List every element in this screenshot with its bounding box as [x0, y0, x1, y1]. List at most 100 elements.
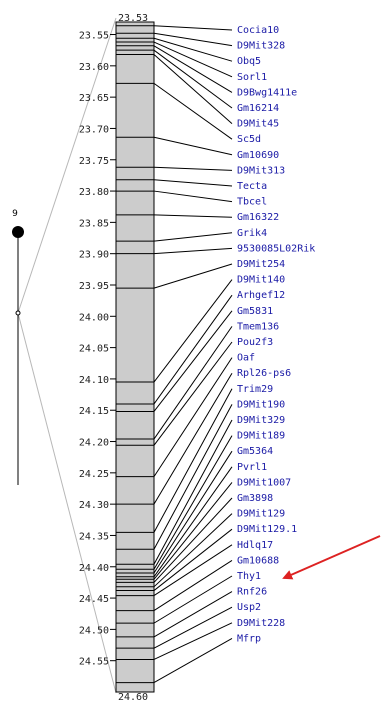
- gene-label[interactable]: D9Mit329: [237, 415, 285, 426]
- gene-label[interactable]: Gm10688: [237, 555, 279, 566]
- gene-label[interactable]: Sorl1: [237, 72, 267, 83]
- gene-connector: [153, 497, 233, 583]
- gene-connector: [153, 637, 233, 684]
- zoom-line-top: [17, 17, 117, 314]
- gene-connector: [153, 357, 233, 477]
- gene-connector: [153, 591, 233, 638]
- gene-connectors: [153, 25, 233, 684]
- gene-label[interactable]: Gm3898: [237, 493, 273, 504]
- gene-connector: [153, 372, 233, 505]
- gene-connector: [153, 41, 233, 78]
- gene-label[interactable]: Arhgef12: [237, 290, 285, 301]
- gene-label[interactable]: Hdlq17: [237, 540, 273, 551]
- gene-label[interactable]: D9Mit189: [237, 431, 285, 442]
- tick-label: 24.00: [79, 312, 109, 323]
- annotation-arrow: [282, 535, 381, 580]
- gene-connector: [153, 606, 233, 649]
- tick-label: 23.70: [79, 124, 109, 135]
- gene-label[interactable]: D9Mit254: [237, 259, 285, 270]
- gene-label[interactable]: Grik4: [237, 228, 267, 239]
- gene-label[interactable]: Tecta: [237, 181, 267, 192]
- gene-connector: [153, 247, 233, 255]
- gene-label[interactable]: Pou2f3: [237, 337, 273, 348]
- gene-connector: [153, 341, 233, 446]
- gene-connector: [153, 466, 233, 578]
- gene-label[interactable]: D9Mit228: [237, 618, 285, 629]
- gene-label[interactable]: Gm16322: [237, 212, 279, 223]
- tick-label: 23.60: [79, 62, 109, 73]
- gene-connector: [153, 179, 233, 187]
- gene-label[interactable]: D9Mit129: [237, 509, 285, 520]
- gene-label[interactable]: Gm5831: [237, 306, 273, 317]
- gene-connector: [153, 49, 233, 109]
- tick-label: 24.30: [79, 500, 109, 511]
- gene-label[interactable]: Rpl26-ps6: [237, 368, 291, 379]
- gene-label[interactable]: Trim29: [237, 384, 273, 395]
- gene-label[interactable]: Tmem136: [237, 321, 279, 332]
- gene-connector: [153, 136, 233, 156]
- gene-connector: [153, 232, 233, 242]
- gene-connector: [153, 263, 233, 289]
- gene-connector: [153, 404, 233, 550]
- gene-label[interactable]: Usp2: [237, 602, 261, 613]
- gene-label[interactable]: D9Mit190: [237, 399, 285, 410]
- gene-connector: [153, 513, 233, 588]
- gene-label[interactable]: Rnf26: [237, 587, 267, 598]
- gene-labels: Cocia10 D9Mit328 Obq5 Sorl1 D9Bwg1411e Gm1621…: [237, 25, 315, 644]
- gene-label[interactable]: Cocia10: [237, 25, 279, 36]
- gene-label[interactable]: Gm16214: [237, 103, 279, 114]
- gene-connector: [153, 294, 233, 405]
- gene-connector: [153, 45, 233, 93]
- gene-connector: [153, 544, 233, 596]
- tick-label: 24.20: [79, 438, 109, 449]
- gene-label[interactable]: Oaf: [237, 353, 255, 364]
- gene-connector: [153, 326, 233, 440]
- tick-label: 24.55: [79, 657, 109, 668]
- bar-end-label: 24.60: [118, 692, 148, 701]
- gene-label[interactable]: D9Mit1007: [237, 477, 291, 488]
- tick-label: 23.90: [79, 250, 109, 261]
- gene-connector: [153, 559, 233, 612]
- gene-label[interactable]: Thy1: [237, 571, 261, 582]
- gene-label[interactable]: Obq5: [237, 56, 261, 67]
- tick-label: 24.10: [79, 375, 109, 386]
- gene-label[interactable]: D9Mit129.1: [237, 524, 297, 535]
- gene-label[interactable]: Mfrp: [237, 633, 261, 644]
- gene-label[interactable]: Tbcel: [237, 197, 267, 208]
- gene-label[interactable]: 9530085L02Rik: [237, 243, 315, 254]
- tick-label: 23.75: [79, 156, 109, 167]
- gene-label[interactable]: Gm5364: [237, 446, 273, 457]
- tick-label: 24.50: [79, 625, 109, 636]
- gene-label[interactable]: D9Mit140: [237, 275, 285, 286]
- tick-label: 23.55: [79, 31, 109, 42]
- gene-connector: [153, 528, 233, 591]
- gene-connector: [153, 25, 233, 31]
- gene-connector: [153, 37, 233, 62]
- bar-start-label: 23.53: [118, 13, 148, 24]
- gene-label[interactable]: D9Bwg1411e: [237, 87, 297, 98]
- gene-connector: [153, 622, 233, 660]
- gene-label[interactable]: Gm10690: [237, 150, 279, 161]
- gene-connector: [153, 450, 233, 574]
- gene-connector: [153, 166, 233, 171]
- centromere-dot: [12, 226, 24, 238]
- gene-connector: [153, 388, 233, 533]
- tick-label: 23.80: [79, 187, 109, 198]
- gene-connector: [153, 82, 233, 140]
- tick-label: 24.25: [79, 469, 109, 480]
- tick-label: 24.35: [79, 531, 109, 542]
- gene-connector: [153, 435, 233, 570]
- tick-label: 24.15: [79, 406, 109, 417]
- gene-label[interactable]: Pvrl1: [237, 462, 267, 473]
- chromosome-detail-bar: [115, 21, 155, 693]
- scale-ticks: 23.55 23.60 23.65 23.70 23.75 23.80 23.85 23.90…: [79, 31, 116, 668]
- gene-connector: [153, 190, 233, 203]
- gene-label[interactable]: D9Mit45: [237, 119, 279, 130]
- gene-label[interactable]: D9Mit313: [237, 165, 285, 176]
- gene-label[interactable]: Sc5d: [237, 134, 261, 145]
- tick-label: 23.95: [79, 281, 109, 292]
- gene-label[interactable]: D9Mit328: [237, 41, 285, 52]
- chromosome-label: 9: [12, 209, 18, 219]
- gene-connector: [153, 419, 233, 565]
